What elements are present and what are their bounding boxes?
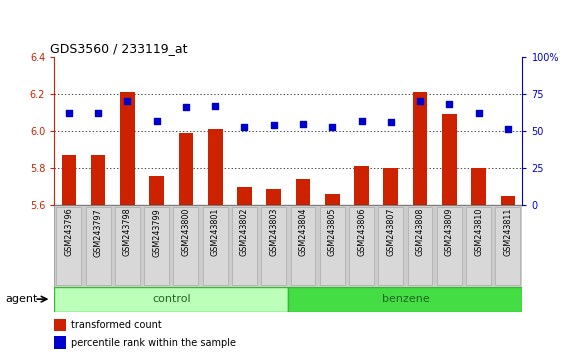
Text: GSM243808: GSM243808 — [416, 208, 425, 256]
FancyBboxPatch shape — [203, 207, 228, 285]
Text: GSM243799: GSM243799 — [152, 208, 161, 257]
Text: GSM243805: GSM243805 — [328, 208, 337, 256]
Text: GDS3560 / 233119_at: GDS3560 / 233119_at — [50, 42, 187, 56]
FancyBboxPatch shape — [262, 207, 286, 285]
Point — [328, 124, 337, 129]
FancyBboxPatch shape — [174, 207, 198, 285]
Point — [386, 119, 395, 125]
Point — [211, 103, 220, 109]
Bar — [288, 287, 522, 312]
Point — [416, 98, 425, 104]
Bar — [413, 92, 427, 205]
Point — [240, 124, 249, 129]
Text: GSM243807: GSM243807 — [386, 208, 395, 256]
Bar — [442, 114, 457, 205]
Point — [269, 122, 278, 128]
FancyBboxPatch shape — [408, 207, 432, 285]
Bar — [91, 155, 106, 205]
Point — [182, 104, 191, 110]
Text: GSM243797: GSM243797 — [94, 208, 103, 257]
Text: GSM243803: GSM243803 — [269, 208, 278, 256]
Text: GSM243800: GSM243800 — [182, 208, 191, 256]
Text: control: control — [152, 294, 191, 304]
FancyBboxPatch shape — [349, 207, 374, 285]
FancyBboxPatch shape — [291, 207, 315, 285]
Bar — [54, 336, 66, 349]
Point — [123, 98, 132, 104]
Bar — [471, 168, 486, 205]
Text: benzene: benzene — [381, 294, 429, 304]
FancyBboxPatch shape — [437, 207, 462, 285]
FancyBboxPatch shape — [86, 207, 111, 285]
FancyBboxPatch shape — [144, 207, 169, 285]
Text: transformed count: transformed count — [71, 320, 162, 330]
Bar — [296, 179, 310, 205]
Bar — [384, 168, 398, 205]
Bar — [179, 133, 193, 205]
FancyBboxPatch shape — [57, 207, 81, 285]
Point — [299, 121, 308, 126]
Text: GSM243802: GSM243802 — [240, 208, 249, 256]
Bar — [120, 92, 135, 205]
Point — [474, 110, 483, 116]
Bar — [325, 194, 340, 205]
Bar — [208, 129, 223, 205]
Point — [503, 127, 512, 132]
Point — [65, 110, 74, 116]
Point — [357, 118, 366, 124]
FancyBboxPatch shape — [320, 207, 345, 285]
Bar — [267, 189, 281, 205]
Text: GSM243810: GSM243810 — [474, 208, 483, 256]
Bar — [54, 287, 288, 312]
FancyBboxPatch shape — [115, 207, 140, 285]
Bar — [62, 155, 76, 205]
FancyBboxPatch shape — [466, 207, 491, 285]
Text: GSM243806: GSM243806 — [357, 208, 366, 256]
Text: percentile rank within the sample: percentile rank within the sample — [71, 338, 236, 348]
Text: GSM243804: GSM243804 — [299, 208, 308, 256]
Text: GSM243809: GSM243809 — [445, 208, 454, 256]
Bar — [237, 187, 252, 205]
Text: agent: agent — [6, 294, 38, 304]
Text: GSM243798: GSM243798 — [123, 208, 132, 256]
FancyBboxPatch shape — [379, 207, 403, 285]
Text: GSM243811: GSM243811 — [503, 208, 512, 256]
Point — [152, 118, 161, 124]
Text: GSM243801: GSM243801 — [211, 208, 220, 256]
Point — [445, 101, 454, 107]
Text: GSM243796: GSM243796 — [65, 208, 74, 256]
Bar — [501, 196, 515, 205]
FancyBboxPatch shape — [496, 207, 520, 285]
Point — [94, 110, 103, 116]
Bar — [54, 319, 66, 331]
Bar — [354, 166, 369, 205]
FancyBboxPatch shape — [232, 207, 257, 285]
Bar — [150, 176, 164, 205]
